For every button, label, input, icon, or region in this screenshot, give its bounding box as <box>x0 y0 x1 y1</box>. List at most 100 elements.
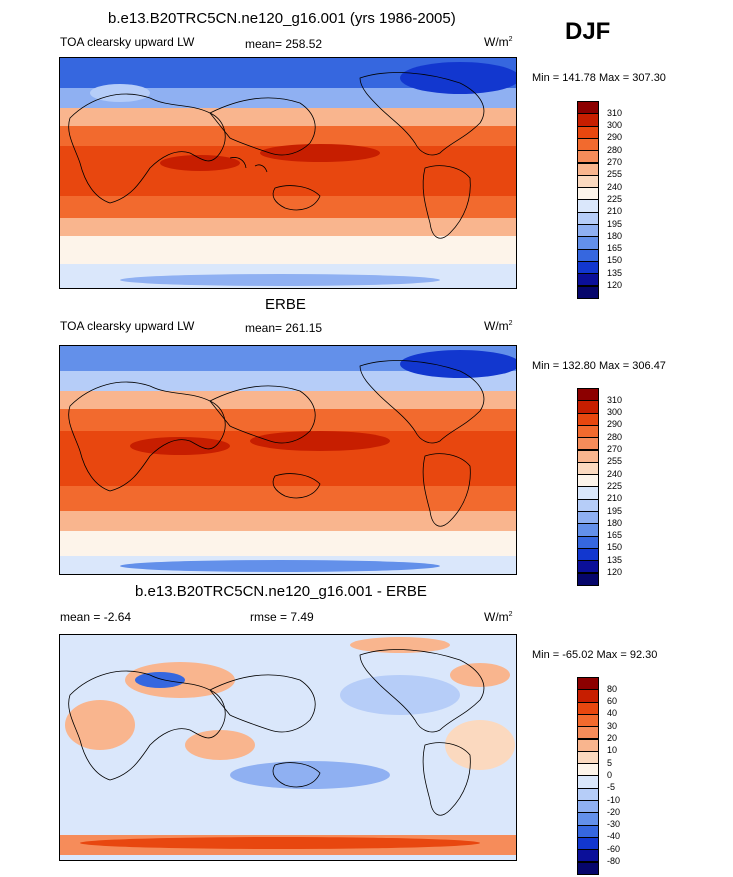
colorbar-swatch <box>577 775 599 789</box>
colorbar-level-label: 150 <box>607 255 623 266</box>
colorbar-level-label: -80 <box>607 856 621 866</box>
colorbar-level-label: 225 <box>607 193 623 204</box>
colorbar-level-label: 255 <box>607 456 623 467</box>
colorbar-level-label: 80 <box>607 683 618 694</box>
colorbar-swatch <box>577 547 599 562</box>
panel2-title: ERBE <box>265 296 306 313</box>
coastlines <box>68 649 485 816</box>
panel3-colorbar: 80 60 40 30 20 10 5 0 -5 -10 -20 -30 -40 -60 -80 <box>577 677 697 877</box>
colorbar-swatch <box>577 560 599 574</box>
map-field <box>60 58 516 288</box>
panel2-mean-label: mean= 261.15 <box>245 321 323 335</box>
colorbar-swatch <box>577 572 599 586</box>
colorbar-swatch <box>577 849 599 863</box>
colorbar-swatch <box>577 726 599 740</box>
colorbar-swatch <box>577 677 599 691</box>
colorbar-level-label: 270 <box>607 157 623 167</box>
colorbar-swatch <box>577 285 599 299</box>
panel1-units: W/m2 <box>484 35 513 49</box>
panel2-minmax: Min = 132.80 Max = 306.47 <box>532 360 666 372</box>
colorbar-swatch <box>577 174 599 189</box>
colorbar-level-label: 210 <box>607 206 623 217</box>
colorbar-level-label: 300 <box>607 120 623 131</box>
panel3-title: b.e13.B20TRC5CN.ne120_g16.001 - ERBE <box>135 583 427 600</box>
colorbar-swatch <box>577 187 599 201</box>
colorbar-level-label: 290 <box>607 419 623 430</box>
colorbar-swatch <box>577 535 599 549</box>
colorbar-level-label: 180 <box>607 230 623 241</box>
colorbar-level-label: 150 <box>607 542 623 553</box>
colorbar-swatch <box>577 812 599 826</box>
colorbar-level-label: 20 <box>607 733 618 743</box>
colorbar-level-label: -10 <box>607 794 621 805</box>
colorbar-swatch <box>577 137 599 152</box>
colorbar-level-label: -40 <box>607 831 621 842</box>
colorbar-swatch <box>577 498 599 512</box>
colorbar-level-label: 0 <box>607 769 613 780</box>
colorbar-level-label: -5 <box>607 782 616 793</box>
colorbar-level-label: 310 <box>607 394 623 405</box>
colorbar-swatch <box>577 449 599 463</box>
colorbar-swatch <box>577 424 599 439</box>
coastlines <box>68 72 485 239</box>
colorbar-level-label: 10 <box>607 745 618 756</box>
colorbar-level-label: 300 <box>607 407 623 418</box>
colorbar-level-label: 120 <box>607 280 623 290</box>
colorbar-level-label: 210 <box>607 493 623 504</box>
colorbar-level-label: 165 <box>607 243 623 254</box>
colorbar-swatch <box>577 836 599 851</box>
colorbar-swatch <box>577 260 599 275</box>
panel2-variable-label: TOA clearsky upward LW <box>60 319 195 333</box>
colorbar-swatch <box>577 800 599 814</box>
colorbar-swatch <box>577 750 599 765</box>
map-field <box>60 635 516 860</box>
panel2-colorbar: 310 300 290 280 270 255 240 225 210 195 180 165 150 1… <box>577 388 697 588</box>
colorbar-swatch <box>577 523 599 537</box>
colorbar-swatch <box>577 763 599 777</box>
panel1-map <box>59 57 517 289</box>
colorbar-swatch <box>577 248 599 262</box>
colorbar-swatch <box>577 461 599 476</box>
colorbar-level-label: 60 <box>607 696 618 707</box>
colorbar-swatch <box>577 689 599 703</box>
panel3-minmax: Min = -65.02 Max = 92.30 <box>532 649 658 661</box>
colorbar-swatch <box>577 400 599 414</box>
colorbar-level-label: 270 <box>607 444 623 454</box>
colorbar-level-label: 225 <box>607 480 623 491</box>
colorbar-level-label: -30 <box>607 819 621 830</box>
colorbar-level-label: 135 <box>607 554 623 565</box>
panel3-rmse-label: rmse = 7.49 <box>250 610 314 624</box>
colorbar-level-label: 240 <box>607 468 623 479</box>
colorbar-swatch <box>577 211 599 225</box>
colorbar-level-label: 290 <box>607 132 623 143</box>
colorbar-swatch <box>577 701 599 715</box>
coastlines <box>68 360 485 527</box>
panel2-units: W/m2 <box>484 319 513 333</box>
panel2-map <box>59 345 517 575</box>
colorbar-level-label: 120 <box>607 567 623 577</box>
colorbar-level-label: 180 <box>607 517 623 528</box>
panel1-title: b.e13.B20TRC5CN.ne120_g16.001 (yrs 1986-… <box>108 10 456 27</box>
colorbar-level-label: 255 <box>607 169 623 180</box>
colorbar-swatch <box>577 861 599 875</box>
colorbar-level-label: 280 <box>607 144 623 155</box>
colorbar-level-label: 310 <box>607 107 623 118</box>
colorbar-level-label: -60 <box>607 843 621 854</box>
season-label: DJF <box>565 18 611 45</box>
colorbar-level-label: 195 <box>607 505 623 516</box>
map-field <box>60 346 516 574</box>
colorbar-swatch <box>577 511 599 525</box>
colorbar-swatch <box>577 486 599 500</box>
colorbar-swatch <box>577 101 599 115</box>
colorbar-swatch <box>577 738 599 752</box>
colorbar-swatch <box>577 224 599 238</box>
colorbar-level-label: 165 <box>607 530 623 541</box>
colorbar-swatch <box>577 113 599 127</box>
panel1-variable-label: TOA clearsky upward LW <box>60 35 195 49</box>
panel1-minmax: Min = 141.78 Max = 307.30 <box>532 72 666 84</box>
panel3-mean-label: mean = -2.64 <box>60 610 132 624</box>
colorbar-level-label: 5 <box>607 757 613 768</box>
colorbar-swatch <box>577 162 599 176</box>
colorbar-level-label: 30 <box>607 720 618 731</box>
colorbar-swatch <box>577 787 599 801</box>
